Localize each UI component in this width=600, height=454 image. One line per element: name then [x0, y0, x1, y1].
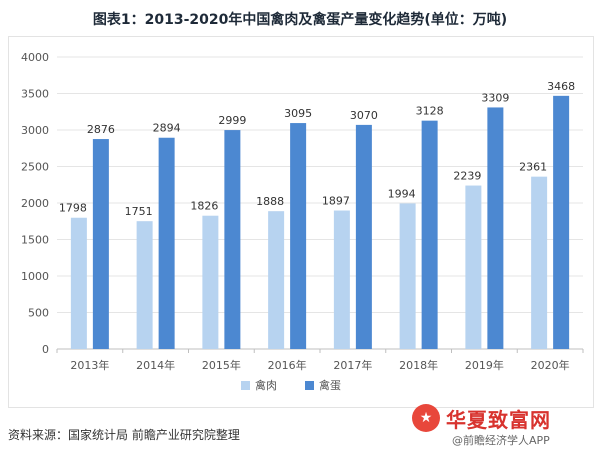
- bar-meat: [465, 185, 482, 349]
- data-label-meat: 1888: [256, 195, 284, 208]
- x-tick-label: 2013年: [70, 358, 109, 372]
- x-tick-label: 2015年: [202, 358, 241, 372]
- watermark-logo-icon: ★: [412, 404, 440, 432]
- bar-chart: 0 500 1000 1500 2000 2500 3000 3500 4000 1798 2876…: [21, 51, 584, 392]
- data-label-egg: 3070: [350, 109, 378, 122]
- watermark-subtitle: @前瞻经济学人APP: [452, 434, 550, 447]
- bar-egg: [224, 130, 241, 349]
- data-label-meat: 2361: [519, 161, 547, 174]
- watermark-title: 华夏致富网: [446, 408, 551, 432]
- x-tick-label: 2017年: [333, 358, 372, 372]
- data-label-meat: 1897: [322, 195, 350, 208]
- x-tick-label: 2019年: [465, 358, 504, 372]
- legend-label-meat: 禽肉: [255, 378, 277, 392]
- data-label-meat: 1994: [388, 187, 416, 200]
- x-tick-label: 2018年: [399, 358, 438, 372]
- data-label-egg: 2894: [153, 122, 181, 135]
- legend-label-egg: 禽蛋: [319, 378, 341, 392]
- bar-egg: [553, 95, 570, 349]
- y-tick-label: 1500: [21, 234, 49, 247]
- bar-meat: [268, 211, 285, 349]
- data-label-meat: 1751: [125, 205, 153, 218]
- y-tick-label: 0: [42, 343, 49, 356]
- legend-swatch-egg: [305, 381, 314, 390]
- y-tick-label: 2000: [21, 197, 49, 210]
- bar-meat: [136, 221, 153, 349]
- data-label-egg: 3309: [481, 91, 509, 104]
- watermark: ★ 华夏致富网 @前瞻经济学人APP: [412, 402, 592, 450]
- x-tick-label: 2016年: [268, 358, 307, 372]
- x-tick-label: 2014年: [136, 358, 175, 372]
- bar-meat: [202, 215, 219, 349]
- y-tick-label: 2500: [21, 161, 49, 174]
- data-label-meat: 1798: [59, 202, 87, 215]
- bar-egg: [92, 139, 109, 349]
- data-label-egg: 3128: [416, 105, 444, 118]
- data-label-egg: 3095: [284, 107, 312, 120]
- bar-meat: [531, 176, 548, 349]
- data-label-egg: 3468: [547, 80, 575, 93]
- y-tick-label: 3500: [21, 88, 49, 101]
- y-tick-label: 1000: [21, 270, 49, 283]
- bar-egg: [421, 120, 438, 349]
- y-tick-label: 3000: [21, 124, 49, 137]
- bar-meat: [399, 203, 416, 349]
- data-label-meat: 2239: [453, 170, 481, 183]
- bar-egg: [290, 123, 307, 349]
- source-note: 资料来源：国家统计局 前瞻产业研究院整理: [8, 428, 240, 442]
- y-tick-label: 500: [28, 307, 49, 320]
- data-label-egg: 2999: [218, 114, 246, 127]
- chart-title: 图表1：2013-2020年中国禽肉及禽蛋产量变化趋势(单位：万吨): [92, 12, 508, 28]
- y-tick-label: 4000: [21, 51, 49, 64]
- data-label-meat: 1826: [190, 200, 218, 213]
- bar-egg: [487, 107, 504, 350]
- bar-meat: [333, 210, 350, 349]
- chart-area: 0 500 1000 1500 2000 2500 3000 3500 4000 1798 2876…: [8, 36, 594, 408]
- bar-egg: [355, 124, 372, 349]
- bar-egg: [158, 137, 175, 349]
- x-tick-label: 2020年: [531, 358, 570, 372]
- data-label-egg: 2876: [87, 123, 115, 136]
- bar-meat: [70, 217, 87, 349]
- legend-swatch-meat: [241, 381, 250, 390]
